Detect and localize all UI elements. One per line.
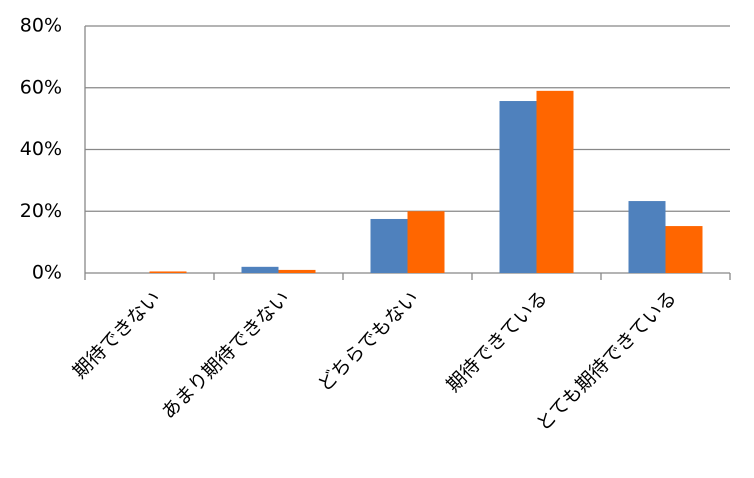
x-tick-label: 期待できている [442, 287, 552, 397]
bar [149, 271, 187, 273]
y-tick-label: 60% [20, 76, 62, 98]
bar [407, 211, 445, 273]
bar [278, 269, 316, 273]
x-tick-label: どちらでもない [314, 287, 423, 396]
bar [241, 266, 279, 273]
bar [499, 101, 537, 274]
y-tick-label: 20% [20, 200, 62, 222]
bar [370, 218, 408, 273]
bar [628, 201, 666, 273]
x-tick-label: あまり期待できない [157, 287, 293, 423]
bar [536, 90, 574, 274]
x-tick-label: とても期待できている [532, 287, 681, 436]
x-tick-label: 期待できない [69, 287, 165, 383]
y-tick-label: 40% [20, 138, 62, 160]
y-tick-label: 80% [20, 15, 62, 37]
y-tick-label: 0% [32, 262, 62, 284]
bar [665, 226, 703, 273]
